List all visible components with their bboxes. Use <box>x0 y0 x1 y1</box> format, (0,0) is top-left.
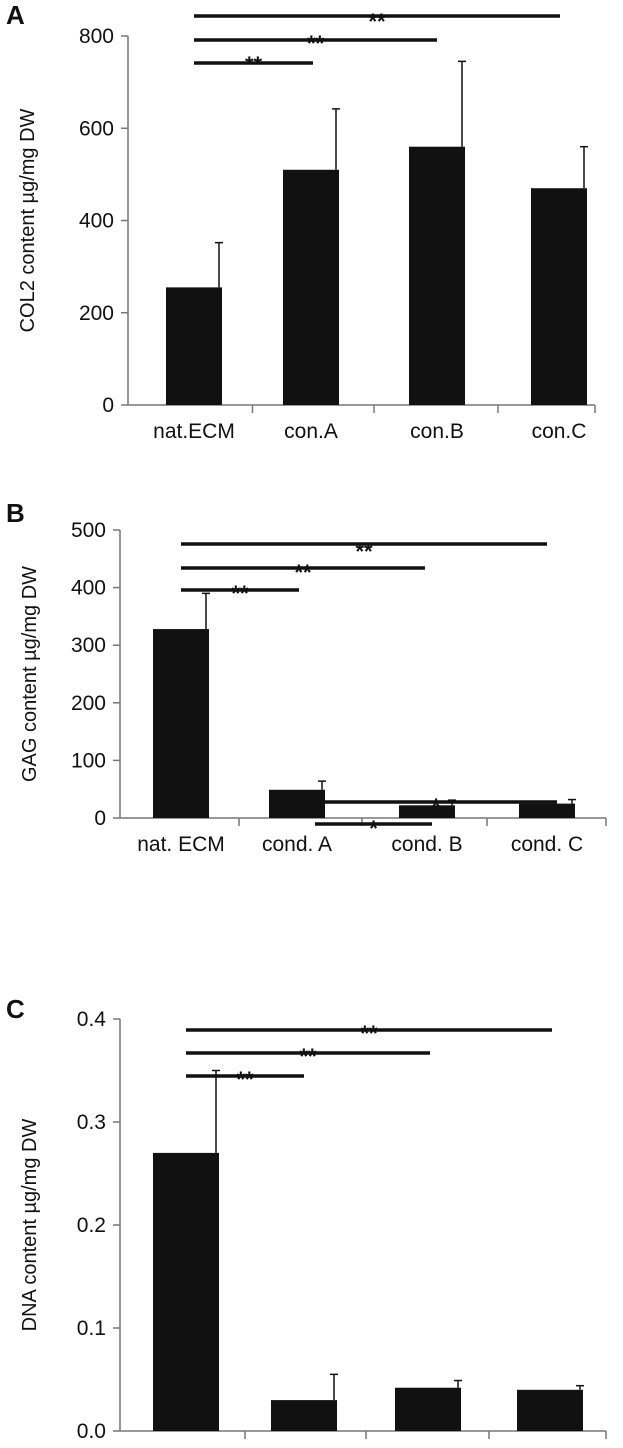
bar <box>153 629 209 818</box>
bar <box>166 287 222 405</box>
significance-label: ** <box>245 52 263 77</box>
y-tick-label: 100 <box>71 749 106 772</box>
x-tick-label: con.C <box>523 1446 578 1448</box>
y-tick-label: 200 <box>71 692 106 715</box>
y-tick-label: 800 <box>79 25 114 48</box>
y-tick-label: 300 <box>71 634 106 657</box>
significance-label: ** <box>299 1044 317 1069</box>
y-tick-label: 0.3 <box>77 1111 106 1134</box>
panel-letter: B <box>6 498 25 528</box>
significance-label: ** <box>307 31 325 56</box>
y-tick-label: 400 <box>71 577 106 600</box>
y-tick-label: 0.1 <box>77 1317 106 1340</box>
significance-label: * <box>369 816 378 841</box>
y-tick-label: 0 <box>102 394 114 417</box>
y-axis-title: COL2 content µg/mg DW <box>17 108 39 332</box>
panel-letter: A <box>6 0 25 30</box>
significance-label: ** <box>294 560 312 585</box>
y-tick-label: 500 <box>71 519 106 542</box>
bar <box>517 1389 583 1431</box>
bar <box>409 146 465 405</box>
y-tick-label: 0 <box>94 807 106 830</box>
significance-label: ** <box>368 9 386 34</box>
bar <box>269 789 325 818</box>
y-tick-label: 0.2 <box>77 1214 106 1237</box>
y-axis-title: DNA content µg/mg DW <box>19 1119 41 1332</box>
significance-label: ** <box>360 1021 378 1046</box>
x-tick-label: con.C <box>532 420 587 443</box>
x-tick-label: cond. B <box>391 833 462 856</box>
y-tick-label: 600 <box>79 117 114 140</box>
x-tick-label: cond. A <box>262 833 332 856</box>
bar <box>531 188 587 405</box>
bar <box>271 1400 337 1431</box>
x-tick-label: con.A <box>277 1446 331 1448</box>
bar <box>519 803 575 818</box>
significance-label: ** <box>236 1067 254 1092</box>
x-tick-label: con.B <box>401 1446 455 1448</box>
bar <box>283 169 339 405</box>
y-tick-label: 0.0 <box>77 1420 106 1443</box>
panel-letter: C <box>6 994 25 1024</box>
x-tick-label: nat.ECM <box>153 420 235 443</box>
x-tick-label: nat.ECM <box>145 1446 227 1448</box>
y-tick-label: 400 <box>79 210 114 233</box>
y-axis-title: GAG content µg/mg DW <box>19 566 41 782</box>
significance-label: ** <box>355 539 373 564</box>
y-tick-label: 0.4 <box>77 1008 107 1031</box>
x-tick-label: cond. C <box>511 833 583 856</box>
significance-label: * <box>432 794 441 819</box>
y-tick-label: 200 <box>79 302 114 325</box>
x-tick-label: con.B <box>410 420 464 443</box>
x-tick-label: nat. ECM <box>137 833 225 856</box>
significance-label: ** <box>231 581 249 606</box>
x-tick-label: con.A <box>284 420 338 443</box>
bar <box>395 1387 461 1431</box>
bar <box>399 805 455 818</box>
bar <box>153 1152 219 1431</box>
